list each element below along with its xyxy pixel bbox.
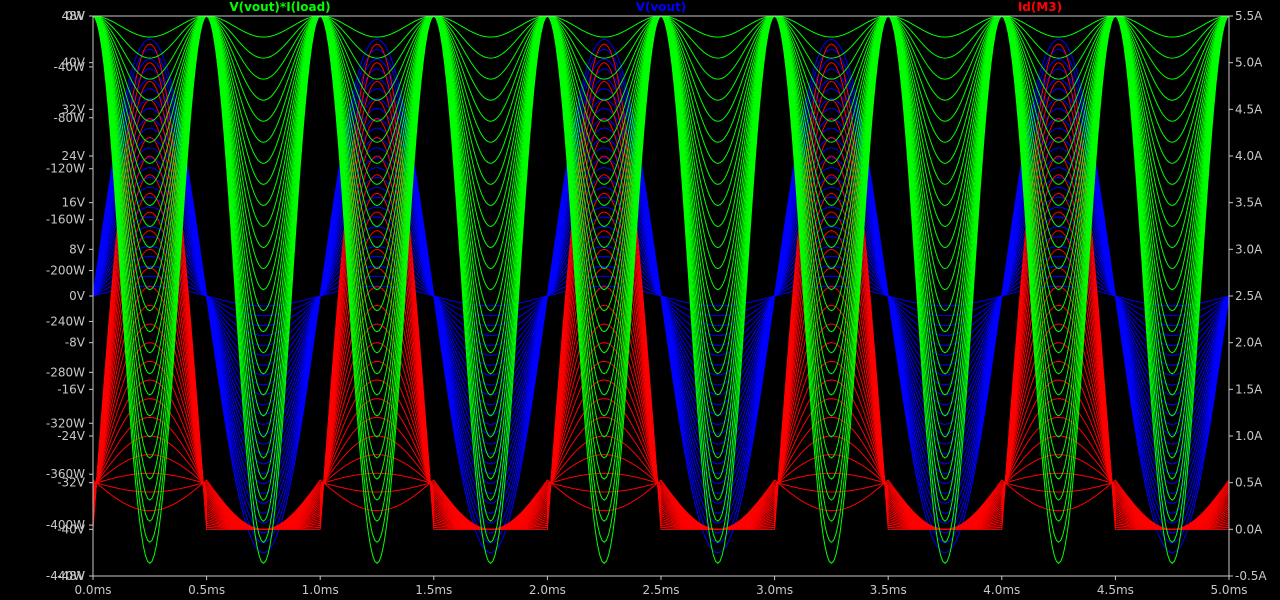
right-tick-label: 4.5A [1235,102,1263,116]
trace-power [92,15,1230,38]
left-tick-label: 24V [62,149,86,163]
right-tick-label: 0.0A [1235,522,1263,536]
left-axis: 48V40V32V24V16V8V0V-8V-16V-24V-32V-40V-4… [46,9,93,583]
left-tick-label: -240W [46,314,85,328]
x-tick-label: 0.5ms [188,583,225,597]
x-tick-label: 1.0ms [302,583,339,597]
trace-label-vout[interactable]: V(vout) [636,0,687,14]
left-tick-label: 16V [62,196,86,210]
right-axis: 5.5A 5.0A 4.5A 4.0A 3.5A 3.0A 2.5A 2.0A 1.5A 1.0A… [1229,9,1267,583]
left-tick-label: -40W [54,60,86,74]
trace-power [92,15,1230,249]
trace-id-m3 [92,174,1230,530]
left-tick-label: -8V [65,336,86,350]
trace-power [92,15,1230,417]
trace-id-m3 [92,136,1230,530]
trace-power [92,15,1230,80]
trace-label-power[interactable]: V(vout)*I(load) [229,0,330,14]
left-tick-label: -40V [57,522,86,536]
trace-power [92,15,1230,543]
x-tick-label: 0.0ms [74,583,111,597]
x-axis: 0.0ms 0.5ms 1.0ms 1.5ms 2.0ms 2.5ms 3.0ms 3.5ms… [74,576,1248,597]
left-tick-label: -80W [54,111,86,125]
right-tick-label: -0.5A [1235,569,1267,583]
left-tick-label: -440W [46,569,85,583]
left-tick-label: 0W [66,9,86,23]
trace-power [92,15,1230,333]
right-tick-label: 5.0A [1235,56,1263,70]
trace-label-id-m3[interactable]: Id(M3) [1018,0,1062,14]
x-tick-label: 2.5ms [642,583,679,597]
right-tick-label: 0.5A [1235,476,1263,490]
left-tick-label: 48V [62,9,86,23]
left-tick-label: -16V [57,382,86,396]
left-tick-label: -200W [46,264,85,278]
right-tick-label: 2.0A [1235,336,1263,350]
left-tick-label: 32V [62,102,86,116]
left-tick-label: -32V [57,476,86,490]
left-tick-label: -400W [46,518,85,532]
traces [92,15,1230,564]
trace-power [92,15,1230,291]
left-tick-label: 8V [69,242,86,256]
right-tick-label: 4.0A [1235,149,1263,163]
right-tick-label: 1.0A [1235,429,1263,443]
x-tick-label: 3.0ms [756,583,793,597]
trace-id-m3 [92,99,1230,530]
left-tick-label: 0V [69,289,86,303]
x-tick-label: 5.0ms [1210,583,1247,597]
x-tick-label: 3.5ms [870,583,907,597]
right-tick-label: 2.5A [1235,289,1263,303]
left-tick-label: -120W [46,162,85,176]
trace-power [92,15,1230,375]
x-tick-label: 4.0ms [983,583,1020,597]
right-tick-label: 5.5A [1235,9,1263,23]
x-tick-label: 1.5ms [415,583,452,597]
left-tick-label: -48V [57,569,86,583]
trace-power [92,15,1230,164]
left-tick-label: -24V [57,429,86,443]
right-tick-label: 1.5A [1235,382,1263,396]
right-tick-label: 3.0A [1235,242,1263,256]
left-tick-label: -160W [46,213,85,227]
left-tick-label: -320W [46,416,85,430]
trace-vout [92,38,1230,554]
x-tick-label: 2.0ms [529,583,566,597]
left-tick-label: -280W [46,365,85,379]
right-tick-label: 3.5A [1235,196,1263,210]
left-tick-label: -360W [46,467,85,481]
x-tick-label: 4.5ms [1097,583,1134,597]
left-tick-label: 40V [62,56,86,70]
